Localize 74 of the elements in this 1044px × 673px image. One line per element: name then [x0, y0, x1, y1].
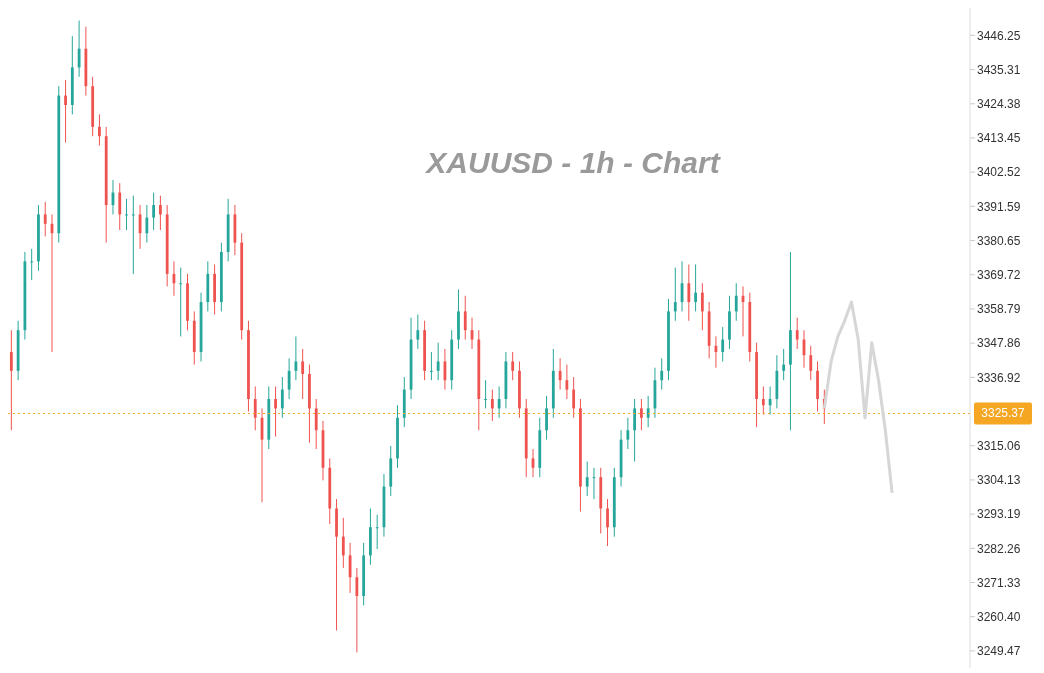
y-tick-label: 3413.45 — [977, 131, 1021, 146]
candlestick — [43, 201, 47, 237]
candlestick — [64, 79, 67, 143]
y-tick-label: 3369.72 — [977, 268, 1021, 283]
candlestick — [98, 113, 101, 147]
y-tick-label: 3304.13 — [977, 473, 1021, 488]
candlestick — [565, 364, 569, 400]
candlestick — [545, 395, 548, 441]
line-series — [822, 300, 894, 495]
candlestick — [355, 567, 359, 653]
text: XAUUSD - 1h - Chart — [424, 146, 722, 180]
y-tick-label: 3282.26 — [977, 541, 1021, 556]
y-tick-label: 3293.19 — [977, 507, 1021, 522]
candlestick — [287, 357, 291, 400]
candlestick — [795, 317, 799, 350]
candlestick — [646, 395, 650, 428]
candlestick — [511, 351, 515, 381]
candlestick — [640, 398, 643, 431]
candlestick — [118, 182, 122, 231]
candlestick — [30, 248, 34, 281]
y-tick-label: 3249.47 — [977, 644, 1021, 659]
y-tick-label: 3336.92 — [977, 370, 1021, 385]
candlestick — [673, 267, 677, 322]
candlestick — [301, 348, 305, 400]
ref-line-label: 3325.37 — [981, 406, 1026, 421]
candlestick — [131, 195, 135, 275]
y-tick-label: 3391.59 — [977, 199, 1021, 214]
candlestick — [416, 314, 420, 350]
candlestick — [179, 267, 183, 337]
candlestick — [734, 282, 738, 322]
candlestick — [782, 348, 786, 381]
candlestick — [761, 385, 765, 416]
candlestick — [314, 398, 318, 450]
candlestick — [687, 263, 691, 322]
candlestick — [463, 295, 467, 341]
candlestick — [253, 385, 257, 431]
y-tick-label: 3260.40 — [977, 609, 1021, 624]
candlestick — [9, 329, 13, 431]
candlestick — [436, 342, 440, 381]
candlestick — [490, 389, 494, 422]
candlestick — [429, 351, 433, 381]
candlestick — [497, 385, 501, 419]
candlestick — [606, 498, 609, 547]
candlestick — [809, 345, 813, 381]
y-tick-label: 3315.06 — [977, 438, 1021, 453]
candlestick — [152, 192, 156, 231]
candlestick — [341, 517, 345, 569]
candlestick — [768, 385, 772, 416]
candlestick — [159, 195, 162, 231]
y-tick-label: 3424.38 — [977, 97, 1021, 112]
candlestick — [145, 204, 149, 244]
candlestick — [633, 398, 637, 463]
candlestick — [484, 379, 487, 409]
candlestick — [125, 198, 128, 231]
candlestick — [558, 357, 562, 391]
candlestick — [660, 357, 664, 391]
candlestick — [77, 20, 81, 78]
candlestick — [721, 326, 725, 362]
y-tick-label: 3446.25 — [977, 28, 1021, 43]
candlestick — [375, 514, 379, 550]
y-tick-label: 3271.33 — [977, 575, 1021, 590]
candlestick — [572, 376, 576, 419]
candlestick — [626, 417, 630, 450]
y-tick-label: 3358.79 — [977, 302, 1021, 317]
y-tick-label: 3435.31 — [977, 62, 1021, 77]
candlestick — [700, 282, 704, 331]
y-tick-label: 3380.65 — [977, 233, 1021, 248]
candlestick — [280, 376, 284, 419]
candlestick — [694, 263, 697, 312]
y-tick-label: 3347.86 — [977, 336, 1021, 351]
y-tick-label: 3402.52 — [977, 165, 1021, 180]
candlestick — [585, 461, 589, 497]
candlestick — [274, 385, 277, 438]
candlestick — [294, 335, 298, 381]
